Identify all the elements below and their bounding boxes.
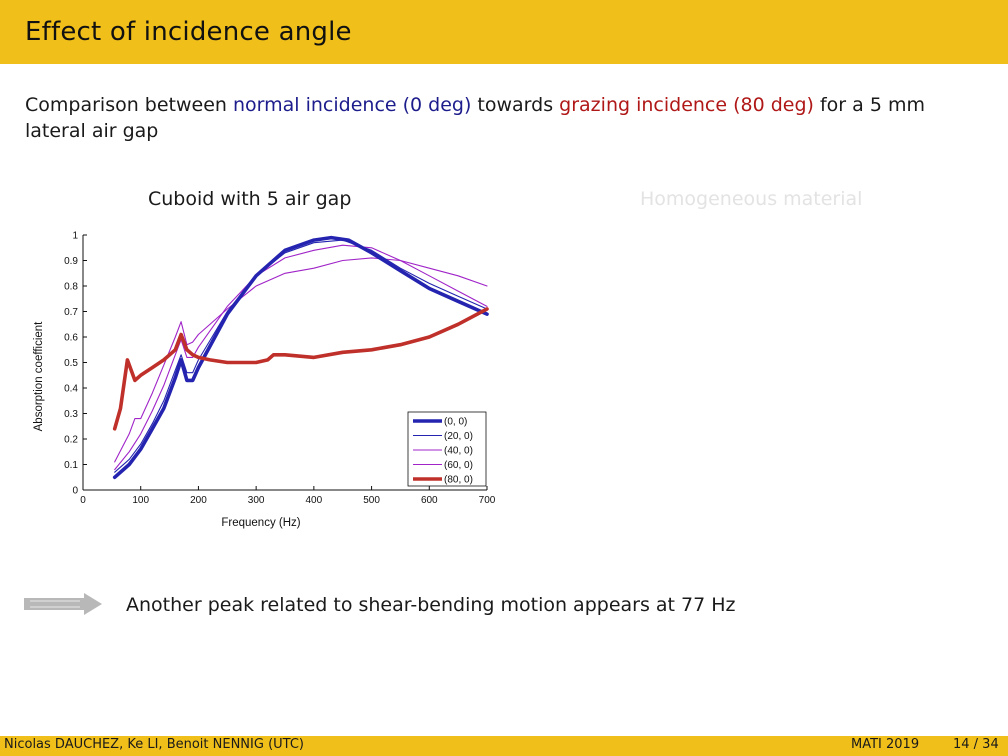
- x-axis-label: Frequency (Hz): [221, 517, 300, 529]
- intro-part-2: towards: [471, 94, 560, 116]
- x-tick-label: 0: [80, 495, 86, 506]
- y-tick-label: 0.6: [64, 333, 78, 344]
- y-tick-label: 0.2: [64, 435, 78, 446]
- series-line-1: [114, 239, 488, 473]
- legend-label-2: (40, 0): [444, 446, 473, 457]
- legend-label-4: (80, 0): [444, 475, 473, 486]
- x-tick-label: 100: [132, 495, 149, 506]
- series-line-4: [112, 307, 489, 431]
- legend-label-3: (60, 0): [444, 460, 473, 471]
- footer-conference: MATI 2019: [851, 737, 920, 752]
- y-tick-label: 0: [72, 486, 78, 497]
- y-tick-label: 0.9: [64, 256, 78, 267]
- title-banner: Effect of incidence angle: [0, 0, 1008, 64]
- x-tick-label: 300: [248, 495, 265, 506]
- footer-bar: Nicolas DAUCHEZ, Ke LI, Benoit NENNIG (U…: [0, 736, 1008, 756]
- x-tick-label: 600: [421, 495, 438, 506]
- footer-page-number: 14 / 34: [953, 737, 999, 752]
- intro-text: Comparison between normal incidence (0 d…: [25, 92, 985, 144]
- intro-part-3: for a 5 mm lateral air gap: [25, 94, 925, 142]
- grazing-incidence-text: grazing incidence (80 deg): [559, 94, 814, 116]
- y-tick-label: 0.1: [64, 460, 78, 471]
- legend-box: [407, 411, 487, 487]
- normal-incidence-text: normal incidence (0 deg): [233, 94, 472, 116]
- chart-legend: (0, 0) (20, 0) (40, 0) (60, 0) (80, 0): [407, 411, 487, 487]
- x-tick-label: 700: [479, 495, 496, 506]
- shear-bending-note: Another peak related to shear-bending mo…: [126, 594, 736, 616]
- x-tick-label: 500: [363, 495, 380, 506]
- y-tick-label: 0.5: [64, 358, 78, 369]
- x-tick-label: 400: [306, 495, 323, 506]
- homogeneous-subtitle: Homogeneous material: [640, 188, 863, 210]
- x-tick-label: 200: [190, 495, 207, 506]
- series-line-0: [112, 235, 489, 480]
- y-tick-label: 1: [72, 231, 78, 242]
- footer-authors: Nicolas DAUCHEZ, Ke LI, Benoit NENNIG (U…: [4, 737, 304, 752]
- series-line-2: [114, 244, 488, 471]
- series-line-3: [114, 257, 488, 463]
- chart-axes: 0 100 200 300 400 500 600 700 0 0.1 0.2 0.3 0.4 0.5 0.…: [33, 231, 496, 530]
- y-tick-label: 0.7: [64, 307, 78, 318]
- cuboid-subtitle: Cuboid with 5 air gap: [148, 188, 352, 210]
- y-tick-label: 0.3: [64, 409, 78, 420]
- y-tick-label: 0.4: [64, 384, 78, 395]
- absorption-chart: 0 100 200 300 400 500 600 700 0 0.1 0.2 0.3 0.4 0.5 0.…: [33, 231, 496, 530]
- arrow-icon: [24, 593, 102, 615]
- y-axis-label: Absorption coefficient: [33, 321, 45, 432]
- chart-series: [112, 235, 489, 480]
- legend-label-1: (20, 0): [444, 431, 473, 442]
- intro-part-1: Comparison between: [25, 94, 233, 116]
- legend-label-0: (0, 0): [444, 417, 467, 428]
- y-tick-label: 0.8: [64, 282, 78, 293]
- slide-title: Effect of incidence angle: [25, 17, 352, 47]
